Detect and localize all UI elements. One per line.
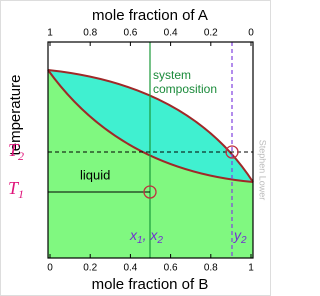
x1x2-label: x1, x2 <box>129 227 163 246</box>
top-tick-label: 0.8 <box>83 28 97 39</box>
top-tick-label: 0.6 <box>123 28 137 39</box>
t2-base: T <box>8 140 20 160</box>
composition-label: composition <box>153 82 217 96</box>
point-y2 <box>225 145 239 159</box>
phase-diagram: 1 0.8 0.6 0.4 0.2 0 0 0.2 0.4 0.6 0.8 1 mole fracti… <box>0 0 271 296</box>
bottom-tick-label: 0.4 <box>123 263 137 274</box>
system-label: system <box>153 68 191 82</box>
vapor-curve <box>47 69 254 183</box>
top-tick-label: 1 <box>47 28 53 39</box>
y2-base: y <box>233 227 242 243</box>
top-axis-label: mole fraction of A <box>92 7 208 24</box>
y-axis-label: temperature <box>7 75 24 156</box>
t2-label: T2 <box>8 140 24 163</box>
bottom-tick-label: 0.8 <box>204 263 218 274</box>
x1-base: x <box>129 227 138 243</box>
plot-border <box>47 41 254 259</box>
credit: Stephen Lower <box>258 140 268 201</box>
bottom-axis-label: mole fraction of B <box>92 276 209 293</box>
top-tick-label: 0 <box>248 28 254 39</box>
y2-sub: 2 <box>240 235 247 246</box>
x2-sub: 2 <box>156 235 163 246</box>
bottom-tick-label: 0.2 <box>83 263 97 274</box>
bottom-tick-label: 1 <box>248 263 254 274</box>
liquid-label: liquid <box>80 167 110 182</box>
point-x1 <box>143 185 157 199</box>
t1-sub: 1 <box>18 187 24 201</box>
top-tick-label: 0.4 <box>164 28 178 39</box>
bottom-tick-label: 0.6 <box>164 263 178 274</box>
x1-sub: 1 <box>137 235 143 246</box>
x2-base: , x <box>143 227 159 243</box>
t1-label: T1 <box>8 178 24 201</box>
t1-base: T <box>8 178 20 198</box>
y2-label: y2 <box>233 227 247 246</box>
bottom-tick-label: 0 <box>47 263 53 274</box>
t2-sub: 2 <box>18 149 24 163</box>
liquid-curve <box>47 69 254 183</box>
top-tick-label: 0.2 <box>204 28 218 39</box>
